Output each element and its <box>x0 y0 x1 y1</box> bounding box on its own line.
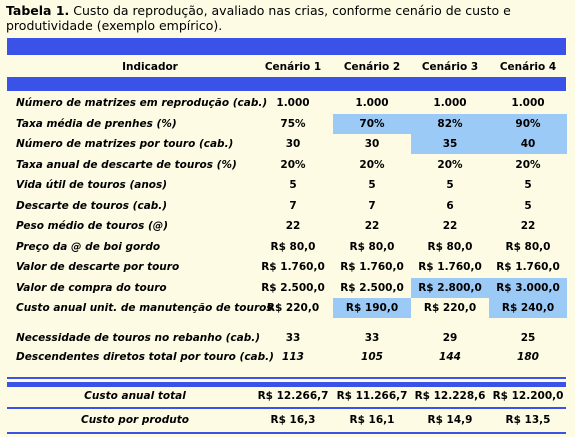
cell-value: R$ 3.000,0 <box>489 278 567 298</box>
cell-value: 90% <box>489 114 567 134</box>
cell-value: 105 <box>361 351 383 363</box>
cell-value: 1.000 <box>433 97 467 109</box>
cell-value: 5 <box>524 179 532 191</box>
column-header: Cenário 3 <box>421 61 479 73</box>
cell-value: 29 <box>442 332 458 344</box>
total-value: R$ 12.228,6 <box>414 390 486 402</box>
column-header: Cenário 2 <box>343 61 401 73</box>
cell-value: 5 <box>446 179 454 191</box>
cell-value: 30 <box>364 138 380 150</box>
cell-value: R$ 1.760,0 <box>496 261 560 273</box>
cell-value: 180 <box>517 351 539 363</box>
cell-value: R$ 240,0 <box>489 298 567 318</box>
caption-label: Tabela 1. <box>6 3 70 18</box>
cell-value: R$ 1.760,0 <box>340 261 404 273</box>
blue-rule <box>7 407 566 409</box>
blue-rule <box>7 77 566 91</box>
cell-value: 22 <box>442 220 458 232</box>
row-label: Valor de compra do touro <box>16 282 167 294</box>
cell-value: 30 <box>285 138 301 150</box>
cell-value: R$ 220,0 <box>423 302 477 314</box>
cell-value: 22 <box>520 220 536 232</box>
cell-value: 22 <box>364 220 380 232</box>
total-value: R$ 12.266,7 <box>257 390 329 402</box>
cell-value: R$ 1.760,0 <box>418 261 482 273</box>
cell-value: 6 <box>446 200 454 212</box>
total-value: R$ 13,5 <box>505 414 551 426</box>
row-label: Necessidade de touros no rebanho (cab.) <box>16 332 261 344</box>
cell-value: 5 <box>524 200 532 212</box>
column-header: Indicador <box>122 61 178 73</box>
cell-value: 7 <box>368 200 376 212</box>
cell-value: 35 <box>411 134 489 154</box>
table-caption: Tabela 1. Custo da reprodução, avaliado … <box>6 3 566 33</box>
cell-value: 1.000 <box>355 97 389 109</box>
row-label: Taxa média de prenhes (%) <box>16 118 177 130</box>
row-label: Descarte de touros (cab.) <box>16 200 168 212</box>
cell-value: 5 <box>289 179 297 191</box>
caption-text: Custo da reprodução, avaliado nas crias,… <box>6 3 511 33</box>
cell-value: 70% <box>333 114 411 134</box>
cell-value: 7 <box>289 200 297 212</box>
row-label: Valor de descarte por touro <box>16 261 180 273</box>
cell-value: 1.000 <box>276 97 310 109</box>
cell-value: R$ 220,0 <box>266 302 320 314</box>
cell-value: 75% <box>280 118 306 130</box>
cell-value: 5 <box>368 179 376 191</box>
row-label: Preço da @ de boi gordo <box>16 241 161 253</box>
cell-value: 20% <box>280 159 306 171</box>
row-label: Número de matrizes por touro (cab.) <box>16 138 234 150</box>
cell-value: 22 <box>285 220 301 232</box>
total-value: R$ 14,9 <box>427 414 473 426</box>
cell-value: R$ 2.500,0 <box>261 282 325 294</box>
row-label: Vida útil de touros (anos) <box>16 179 168 191</box>
total-label: Custo anual total <box>84 390 186 402</box>
cell-value: R$ 2.800,0 <box>411 278 489 298</box>
cell-value: 33 <box>285 332 301 344</box>
blue-rule <box>7 38 566 55</box>
cell-value: R$ 1.760,0 <box>261 261 325 273</box>
cell-value: 20% <box>437 159 463 171</box>
total-label: Custo por produto <box>80 414 189 426</box>
cell-value: 20% <box>515 159 541 171</box>
total-value: R$ 12.200,0 <box>492 390 564 402</box>
blue-rule <box>7 432 566 434</box>
cell-value: 20% <box>359 159 385 171</box>
cell-value: R$ 80,0 <box>349 241 395 253</box>
column-header: Cenário 1 <box>264 61 322 73</box>
row-label: Número de matrizes em reprodução (cab.) <box>16 97 268 109</box>
total-value: R$ 11.266,7 <box>336 390 408 402</box>
row-label: Descendentes diretos total por touro (ca… <box>16 351 274 363</box>
cell-value: 33 <box>364 332 380 344</box>
cell-value: 82% <box>411 114 489 134</box>
row-label: Custo anual unit. de manutenção de touro… <box>16 302 273 314</box>
cell-value: R$ 190,0 <box>333 298 411 318</box>
cell-value: 25 <box>520 332 536 344</box>
cell-value: R$ 80,0 <box>270 241 316 253</box>
blue-rule <box>7 382 566 387</box>
cell-value: 113 <box>282 351 304 363</box>
column-header: Cenário 4 <box>499 61 557 73</box>
cell-value: 144 <box>439 351 461 363</box>
blue-rule <box>7 377 566 379</box>
cell-value: R$ 2.500,0 <box>340 282 404 294</box>
total-value: R$ 16,3 <box>270 414 316 426</box>
row-label: Taxa anual de descarte de touros (%) <box>16 159 237 171</box>
row-label: Peso médio de touros (@) <box>16 220 169 232</box>
cell-value: R$ 80,0 <box>427 241 473 253</box>
cell-value: 1.000 <box>511 97 545 109</box>
cell-value: 40 <box>489 134 567 154</box>
total-value: R$ 16,1 <box>349 414 395 426</box>
cell-value: R$ 80,0 <box>505 241 551 253</box>
